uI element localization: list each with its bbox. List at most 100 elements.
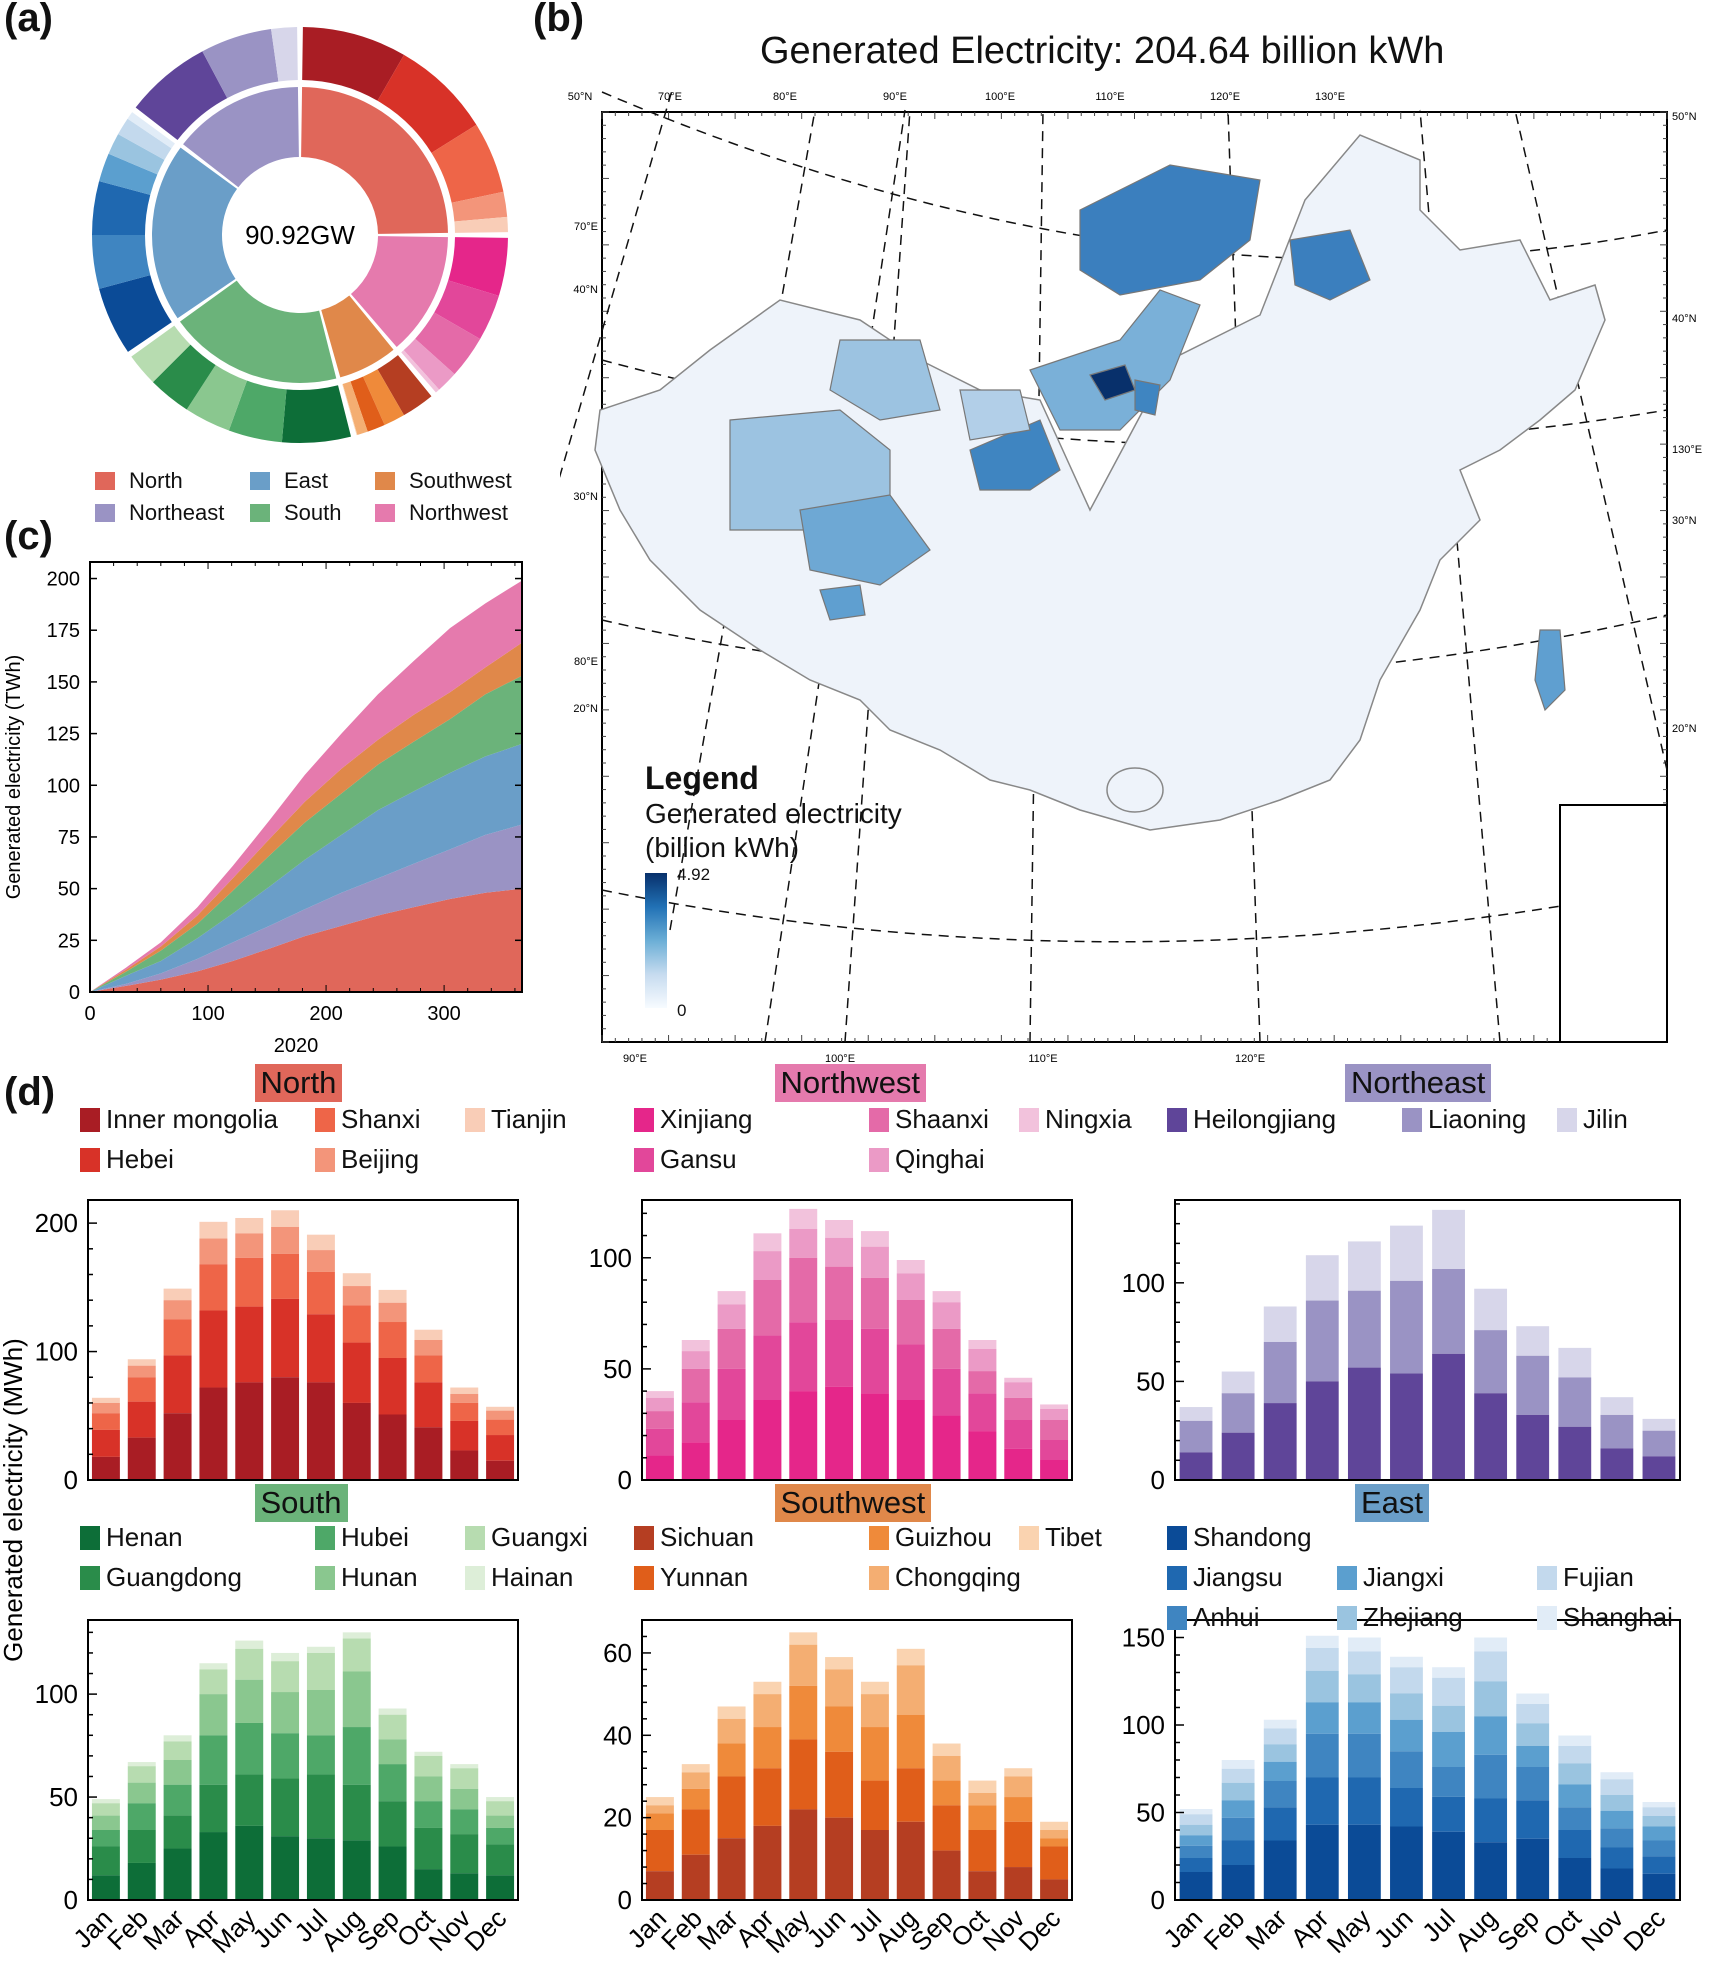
bar-yunnan-sep — [932, 1805, 961, 1851]
legend-item-anhui: Anhui — [1167, 1602, 1260, 1633]
bar-tibet-mar — [717, 1706, 746, 1719]
bar-xtick-label: Nov — [1575, 1903, 1629, 1957]
bar-jiangxi-dec — [1642, 1826, 1676, 1841]
bar-heilongjiang-sep — [1516, 1414, 1550, 1480]
bar-guizhou-sep — [932, 1780, 961, 1806]
bar-ytick-label: 100 — [35, 1679, 78, 1709]
donut-outer-jilin — [271, 27, 298, 82]
bar-hubei-may — [235, 1722, 264, 1775]
bar-xinjiang-feb — [681, 1442, 710, 1480]
donut-outer-shanxi — [431, 124, 504, 203]
bar-shandong-feb — [1221, 1865, 1255, 1900]
bar-ningxia-may — [789, 1208, 818, 1229]
map-legend: Legend Generated electricity (billion kW… — [645, 760, 902, 1023]
bar-hunan-sep — [378, 1739, 407, 1765]
bar-beijing-jan — [91, 1402, 120, 1414]
bar-shanghai-sep — [1516, 1693, 1550, 1704]
map-top-tick-label: 70°E — [658, 91, 682, 103]
map-top-tick-label: 100°E — [985, 91, 1015, 103]
bar-yunnan-jun — [825, 1751, 854, 1818]
bar-shaanxi-oct — [968, 1371, 997, 1394]
bar-henan-nov — [450, 1873, 479, 1900]
map-left-tick-label: 40°N — [573, 284, 598, 296]
bar-xinjiang-dec — [1040, 1460, 1069, 1480]
bar-guizhou-dec — [1040, 1838, 1069, 1847]
bar-guangxi-jul — [306, 1652, 335, 1690]
area-ylabel: Generated electricity (TWh) — [3, 655, 25, 900]
bar-sichuan-nov — [1004, 1867, 1033, 1900]
bar-fujian-jan — [1179, 1814, 1213, 1825]
map-left-tick-label: 70°E — [574, 221, 598, 233]
donut-outer-hubei — [228, 380, 287, 443]
legend-label: Beijing — [341, 1144, 420, 1174]
bar-fujian-jul — [1432, 1677, 1465, 1706]
bar-shaanxi-mar — [717, 1328, 746, 1369]
donut-inner-east — [151, 147, 238, 319]
bar-shaanxi-jul — [860, 1277, 889, 1329]
bar-hubei-nov — [450, 1809, 479, 1835]
area-xtick-label: 0 — [84, 1003, 95, 1025]
bar-hubei-jul — [306, 1735, 335, 1775]
legend-label: East — [284, 468, 329, 493]
legend-label: Ningxia — [1045, 1104, 1132, 1134]
area-ytick-label: 175 — [47, 620, 80, 642]
bar-shanxi-mar — [163, 1319, 192, 1356]
legend-item-henan: Henan — [80, 1522, 183, 1553]
legend-swatch — [869, 1107, 889, 1132]
legend-swatch — [1537, 1605, 1557, 1630]
legend-swatch — [465, 1565, 485, 1590]
bar-gansu-sep — [932, 1368, 961, 1416]
bar-jiangxi-jun — [1390, 1719, 1423, 1752]
area-series-east — [90, 743, 522, 992]
subplot-frame — [87, 1199, 519, 1481]
legend-swatch — [1019, 1525, 1039, 1550]
bar-ytick-label: 200 — [35, 1208, 78, 1238]
bar-sichuan-feb — [681, 1854, 710, 1900]
bar-tianjin-feb — [127, 1359, 156, 1366]
bar-tibet-apr — [753, 1681, 782, 1695]
subplot-frame — [1174, 1199, 1681, 1481]
bar-ytick-label: 0 — [618, 1885, 632, 1915]
bar-jiangxi-jan — [1179, 1835, 1213, 1846]
subplot-northwest: 0 50 100 — [589, 1199, 1073, 1495]
bar-fujian-may — [1347, 1651, 1381, 1675]
bars-shared-ylabel: Generated electricity (MWh) — [0, 1338, 28, 1662]
choropleth-map: 50°N 70°E 80°E 90°E 100°E 110°E 120°E 130°E 70°E… — [560, 90, 1702, 1065]
bar-fujian-sep — [1516, 1704, 1550, 1724]
bar-shandong-sep — [1516, 1838, 1550, 1900]
bar-sichuan-sep — [932, 1850, 961, 1900]
bar-tianjin-dec — [486, 1406, 515, 1411]
bar-heilongjiang-aug — [1474, 1393, 1508, 1480]
bar-ytick-label: 100 — [35, 1337, 78, 1367]
donut-outer-guizhou — [363, 369, 404, 426]
bar-zhejiang-jun — [1390, 1693, 1423, 1720]
bar-hainan-may — [235, 1640, 264, 1649]
bar-shanxi-may — [235, 1257, 264, 1307]
area-plot-frame — [89, 561, 523, 993]
bar-guangxi-apr — [199, 1669, 228, 1695]
legend-swatch — [1337, 1605, 1357, 1630]
bar-henan-oct — [414, 1869, 443, 1900]
bar-hebei-sep — [378, 1357, 407, 1415]
region-xinjiang-north — [829, 339, 941, 421]
bar-heilongjiang-jun — [1390, 1373, 1423, 1480]
bar-xinjiang-jan — [645, 1455, 674, 1480]
legend-label: Shanxi — [341, 1104, 421, 1134]
bar-guangdong-feb — [127, 1830, 156, 1863]
area-series-southwest — [90, 642, 522, 992]
bar-xtick-label: Oct — [1537, 1902, 1587, 1952]
bar-jiangsu-feb — [1221, 1840, 1255, 1865]
bar-anhui-aug — [1474, 1754, 1508, 1799]
map-left-tick-label: 20°N — [573, 703, 598, 715]
donut-outer-tibet — [342, 383, 358, 436]
bar-xinjiang-sep — [932, 1415, 961, 1480]
bar-beijing-dec — [486, 1410, 515, 1420]
bar-shanghai-oct — [1558, 1735, 1592, 1746]
area-ytick-label: 125 — [47, 724, 80, 746]
bar-inner-mongolia-nov — [450, 1450, 479, 1480]
legend-label: Zhejiang — [1363, 1602, 1463, 1632]
bar-fujian-jun — [1390, 1667, 1423, 1694]
bar-chongqing-nov — [1004, 1776, 1033, 1798]
donut-outer-ningxia — [401, 350, 440, 393]
bar-yunnan-may — [789, 1739, 818, 1810]
